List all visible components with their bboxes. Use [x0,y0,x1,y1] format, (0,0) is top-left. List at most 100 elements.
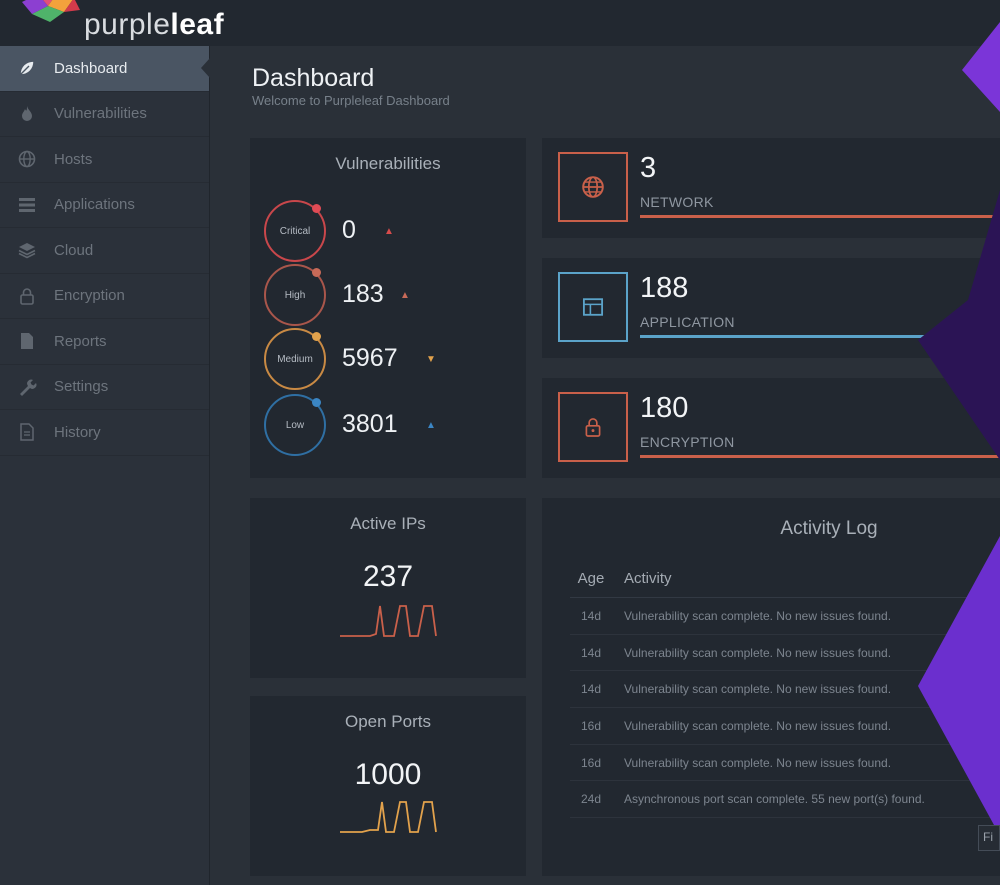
sidebar-item-label: Reports [54,332,107,350]
vuln-row-low[interactable]: Low 3801 ▲ [264,394,504,458]
sidebar-item-label: Settings [54,378,109,396]
stat-icon-box [558,152,628,222]
flame-icon [16,103,38,125]
low-count: 3801 [342,410,398,438]
row-age: 16d [580,718,602,733]
vulnerabilities-panel: Vulnerabilities Critical 0 ▲ High 183 ▲ … [250,138,526,478]
ring-label: Low [285,419,305,431]
panel-title: Vulnerabilities [335,154,441,173]
row-activity: Vulnerability scan complete. No new issu… [624,608,892,623]
sidebar-item-settings[interactable]: Settings [0,365,209,410]
row-activity: Vulnerability scan complete. No new issu… [624,682,892,697]
vuln-row-critical[interactable]: Critical 0 ▲ [264,200,504,264]
vuln-row-high[interactable]: High 183 ▲ [264,264,504,328]
panel-title: Open Ports [345,712,431,731]
stat-value: 180 [640,392,689,424]
column-header-age[interactable]: Age [577,570,605,587]
table-row[interactable]: 14d Vulnerability scan complete. No new i… [570,598,990,635]
stat-label: ENCRYPTION [640,434,735,450]
trend-up-icon: ▲ [426,420,436,431]
high-count: 183 [342,280,384,308]
panel-title: Active IPs [350,514,426,533]
sidebar-item-reports[interactable]: Reports [0,319,209,365]
sidebar-item-hosts[interactable]: Hosts [0,137,209,183]
row-age: 14d [580,682,602,697]
lock-icon [585,418,601,437]
sidebar-item-label: Encryption [54,287,125,305]
purpleleaf-logo-icon[interactable] [18,0,84,26]
row-age: 14d [580,645,602,660]
brand-name[interactable]: purpleleaf [84,8,225,41]
row-activity: Vulnerability scan complete. No new issu… [624,755,892,770]
open-ports-value: 1000 [354,758,422,791]
sidebar-item-label: Dashboard [54,59,128,77]
row-age: 24d [580,792,602,807]
trend-up-icon: ▲ [384,226,394,237]
table-row[interactable]: 16d Vulnerability scan complete. No new i… [570,708,990,745]
stat-card-network[interactable]: 3 NETWORK [542,138,1000,238]
high-ring: High [264,264,326,326]
sidebar-item-applications[interactable]: Applications [0,183,209,228]
column-header-activity[interactable]: Activity [624,570,672,587]
wrench-icon [16,376,38,398]
stat-value: 3 [640,152,657,184]
medium-ring: Medium [264,328,326,390]
sidebar-item-dashboard[interactable]: Dashboard [0,46,210,92]
stat-label: APPLICATION [640,314,735,330]
active-ips-panel[interactable]: Active IPs 237 [250,498,526,678]
ring-dot [312,398,321,407]
vuln-row-medium[interactable]: Medium 5967 ▼ [264,328,504,392]
medium-count: 5967 [342,344,398,372]
sidebar-item-cloud[interactable]: Cloud [0,228,209,274]
ring-dot [312,204,321,213]
list-icon [16,194,38,216]
stat-underline [640,335,1000,338]
row-age: 16d [580,755,602,770]
table-row[interactable]: 14d Vulnerability scan complete. No new i… [570,671,990,709]
sidebar: Dashboard Vulnerabilities Hosts Applicat… [0,46,210,885]
table-row[interactable]: 24d Asynchronous port scan complete. 55 n… [570,781,990,819]
decorative-purple-shape [918,190,1000,460]
layers-icon [16,239,38,261]
sidebar-item-label: Hosts [54,150,93,168]
row-activity: Vulnerability scan complete. No new issu… [624,718,892,733]
row-activity: Vulnerability scan complete. No new issu… [624,645,892,660]
corner-button[interactable]: Fi [978,825,1000,851]
table-header: Age Activity [570,560,990,598]
sidebar-item-label: Vulnerabilities [54,105,147,123]
stat-value: 188 [640,272,689,304]
open-ports-panel[interactable]: Open Ports 1000 [250,696,526,876]
active-ips-sparkline [340,605,437,637]
table-row[interactable]: 16d Vulnerability scan complete. No new i… [570,745,990,782]
trend-down-icon: ▼ [426,354,436,365]
sidebar-item-label: Applications [54,196,135,214]
activity-log-panel: Activity Log Age Activity 14d Vulnerabili… [542,498,1000,876]
stat-underline [640,215,1000,218]
sidebar-item-encryption[interactable]: Encryption [0,274,209,319]
globe-icon [16,148,38,170]
page-title: Dashboard [252,64,375,92]
globe-icon [582,176,604,198]
sidebar-item-label: Cloud [54,241,94,259]
history-icon [16,421,38,443]
row-activity: Asynchronous port scan complete. 55 new … [624,792,925,807]
lock-icon [16,285,38,307]
table-row[interactable]: 14d Vulnerability scan complete. No new i… [570,635,990,672]
ring-label: High [284,289,306,301]
sidebar-item-history[interactable]: History [0,410,209,456]
stat-icon-box [558,392,628,462]
trend-up-icon: ▲ [400,290,410,301]
ring-dot [312,332,321,341]
stat-underline [640,455,1000,458]
critical-ring: Critical [264,200,326,262]
decorative-purple-shape [918,536,1000,836]
stat-card-encryption[interactable]: 180 ENCRYPTION [542,378,1000,478]
active-ips-value: 237 [362,560,414,593]
row-age: 14d [580,608,602,623]
top-bar: purpleleaf [0,0,1000,46]
decorative-purple-shape [962,22,1000,112]
critical-count: 0 [342,216,356,244]
sidebar-item-label: History [54,423,101,441]
sidebar-item-vulnerabilities[interactable]: Vulnerabilities [0,92,209,137]
leaf-icon [16,57,38,79]
